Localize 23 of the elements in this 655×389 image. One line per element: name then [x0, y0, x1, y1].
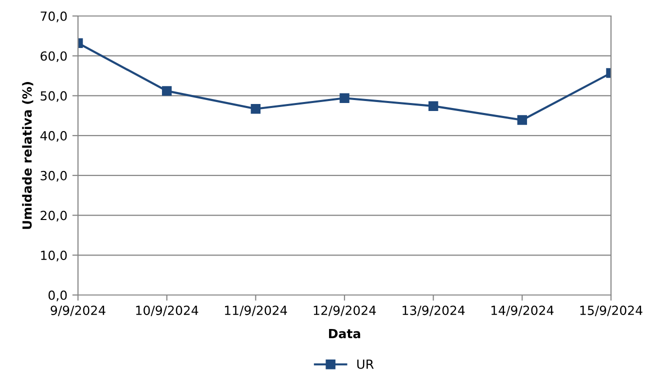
y-tick-label: 0,0: [48, 290, 67, 302]
y-tick-label: 10,0: [41, 250, 67, 262]
y-tick-label: 20,0: [40, 210, 67, 222]
x-tick-label: 13/9/2024: [402, 306, 465, 316]
y-tick-label: 50,0: [40, 91, 67, 102]
x-tick-label: 14/9/2024: [491, 306, 554, 316]
point: [517, 115, 528, 125]
x-axis-title: Data: [329, 329, 360, 338]
point: [428, 101, 438, 111]
point: [162, 86, 172, 96]
point: [250, 104, 261, 114]
legend-label: UR: [357, 360, 374, 369]
x-tick-label: 10/9/2024: [136, 306, 198, 316]
x-tick-label: 11/9/2024: [224, 306, 288, 316]
x-tick-label: 9/9/2024: [50, 306, 106, 316]
x-tick-label: 12/9/2024: [314, 306, 376, 316]
x-tick-label: 15/9/2024: [580, 306, 642, 316]
y-axis-title: Umidade relativa (%): [22, 82, 34, 229]
y-tick-label: 30,0: [40, 170, 67, 182]
y-tick-label: 70,0: [40, 11, 67, 22]
y-tick-label: 60,0: [40, 51, 67, 62]
point: [340, 93, 350, 103]
y-tick-label: 40,0: [40, 131, 67, 142]
